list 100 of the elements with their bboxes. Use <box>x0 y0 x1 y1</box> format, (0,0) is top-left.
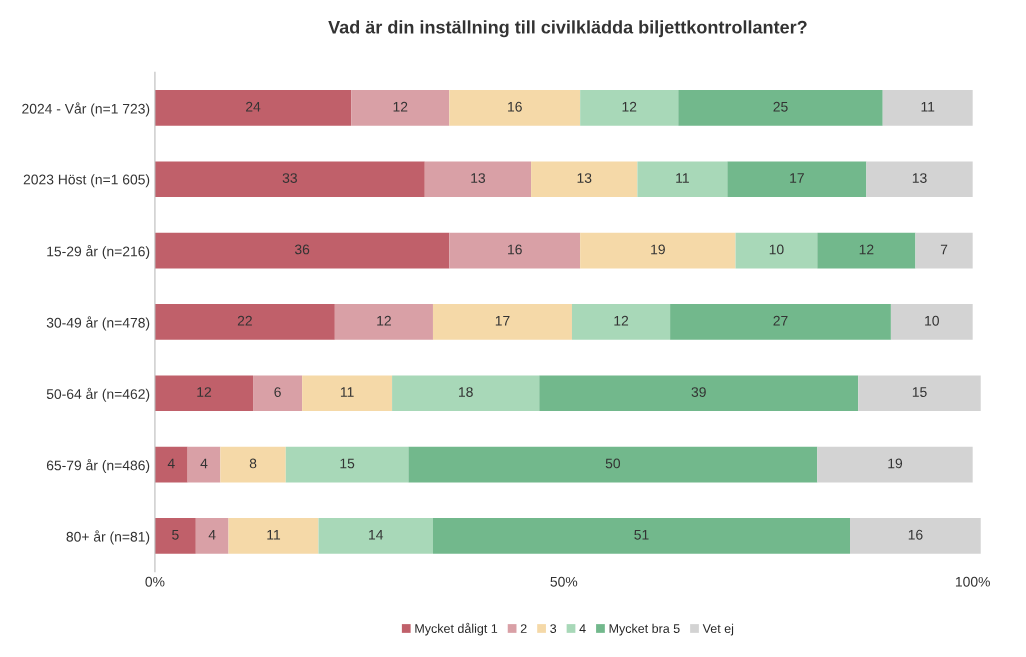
data-label: 13 <box>912 173 927 183</box>
bar <box>449 90 581 126</box>
bar <box>302 375 393 412</box>
data-label: 12 <box>859 244 874 255</box>
bar <box>580 90 679 126</box>
data-label: 51 <box>634 529 649 540</box>
bar <box>817 232 916 269</box>
bar <box>432 304 572 340</box>
bar <box>154 161 425 198</box>
data-label: 11 <box>921 101 935 112</box>
bar <box>392 375 540 412</box>
data-label: 12 <box>377 315 391 326</box>
data-label: 12 <box>197 387 212 397</box>
data-label: 13 <box>471 173 486 183</box>
bar <box>915 232 973 269</box>
data-label: 11 <box>267 529 281 540</box>
bar <box>408 446 818 483</box>
data-label: 7 <box>940 244 948 255</box>
data-label: 12 <box>393 101 408 112</box>
bar <box>850 518 981 554</box>
data-label: 24 <box>246 101 261 112</box>
data-label: 13 <box>577 173 592 183</box>
bar <box>154 304 335 340</box>
bar <box>154 446 188 483</box>
data-label: 12 <box>622 101 637 112</box>
legend-label: 3 <box>550 624 557 633</box>
chart-title: Vad är din inställning till civilklädda biljettkontrollanter? <box>328 20 807 38</box>
data-label: 12 <box>614 315 629 326</box>
y-tick-label: 65-79 år (n=486) <box>46 458 150 474</box>
bar <box>866 161 973 198</box>
bar <box>424 161 532 198</box>
data-label: 4 <box>208 529 216 540</box>
data-label: 4 <box>200 458 208 469</box>
data-label: 16 <box>508 244 522 255</box>
bar <box>858 375 981 412</box>
bar <box>890 304 973 340</box>
y-tick-label: 30-49 år (n=478) <box>46 316 150 331</box>
data-label: 17 <box>495 315 510 326</box>
legend-label: Mycket dåligt 1 <box>415 622 498 636</box>
data-label: 11 <box>676 173 689 183</box>
bar <box>882 90 973 126</box>
bar <box>432 518 851 554</box>
bar <box>670 304 891 340</box>
bar <box>817 446 973 483</box>
bar <box>154 518 196 554</box>
data-label: 25 <box>773 101 788 112</box>
bar <box>571 304 671 340</box>
bar <box>531 161 638 198</box>
bar <box>727 161 867 198</box>
data-label: 17 <box>790 173 804 183</box>
bar <box>735 232 818 269</box>
data-label: 18 <box>459 387 473 397</box>
data-label: 14 <box>369 529 384 540</box>
bar <box>318 518 433 554</box>
bar <box>253 375 303 412</box>
y-tick-label: 80+ år (n=81) <box>66 530 150 545</box>
bar <box>154 232 450 269</box>
x-tick-label: 100% <box>955 576 990 587</box>
x-tick-label: 50% <box>550 576 578 587</box>
bar <box>187 446 221 483</box>
y-tick-label: 50-64 år (n=462) <box>46 387 150 402</box>
legend-label: 2 <box>520 624 527 633</box>
bar <box>637 161 728 198</box>
data-label: 10 <box>925 315 939 326</box>
x-tick-label: 0% <box>145 576 165 587</box>
data-label: 6 <box>274 387 281 397</box>
bar <box>334 304 433 340</box>
bar <box>449 232 581 269</box>
bar <box>195 518 229 554</box>
data-label: 27 <box>773 315 788 326</box>
data-label: 39 <box>691 387 706 397</box>
data-label: 22 <box>237 315 252 326</box>
data-label: 4 <box>167 458 175 469</box>
data-label: 19 <box>888 458 903 469</box>
y-tick-label: 2023 Höst (n=1 605) <box>23 174 150 188</box>
y-tick-label: 2024 - Vår (n=1 723) <box>22 102 150 117</box>
data-label: 15 <box>912 387 927 397</box>
data-label: 11 <box>340 387 354 397</box>
data-label: 5 <box>172 529 179 540</box>
bar <box>285 446 409 483</box>
bar <box>154 90 352 126</box>
bar <box>220 446 286 483</box>
bar <box>351 90 450 126</box>
y-tick-label: 15-29 år (n=216) <box>47 245 150 260</box>
legend-label: Vet ej <box>702 623 734 636</box>
legend-label: Mycket bra 5 <box>609 623 680 636</box>
data-label: 36 <box>294 244 310 255</box>
legend-label: 4 <box>579 624 586 633</box>
data-label: 8 <box>249 458 257 469</box>
data-label: 16 <box>508 101 522 112</box>
bar <box>539 375 859 412</box>
data-label: 15 <box>340 458 355 469</box>
bar <box>154 375 254 412</box>
bar <box>580 232 736 269</box>
bar <box>228 518 319 554</box>
data-label: 50 <box>605 458 621 469</box>
data-label: 16 <box>908 529 923 540</box>
data-label: 33 <box>282 173 297 183</box>
data-label: 10 <box>769 244 784 255</box>
bar <box>678 90 883 126</box>
